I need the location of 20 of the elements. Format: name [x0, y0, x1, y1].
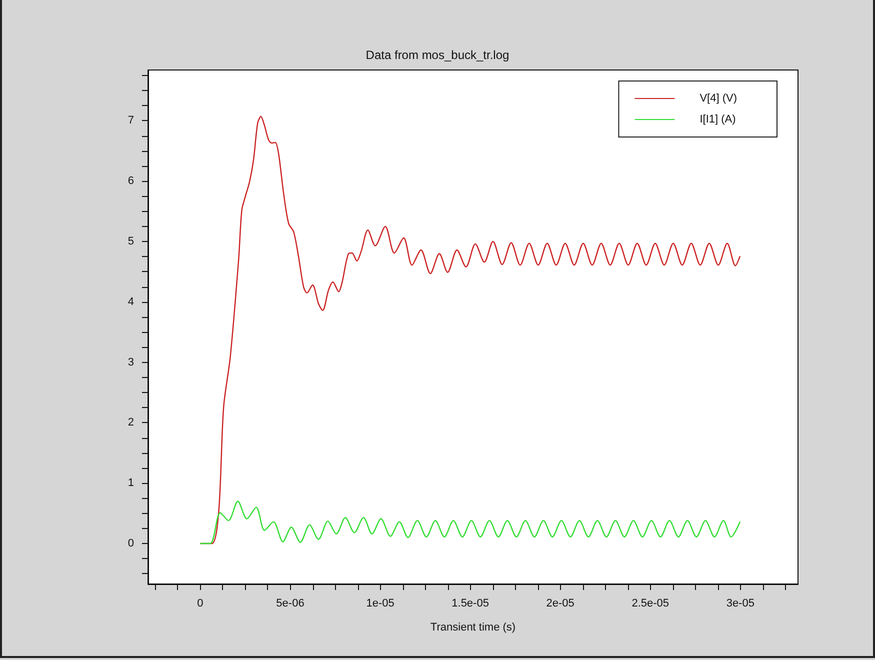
- y-tick-label: 4: [128, 296, 134, 308]
- y-tick-label: 0: [128, 538, 134, 550]
- x-tick-label: 1.5e-05: [452, 598, 489, 610]
- y-tick-label: 2: [128, 416, 134, 429]
- y-tick-label: 5: [128, 236, 134, 248]
- y-tick-label: 3: [128, 356, 134, 368]
- x-tick-label: 2.5e-05: [632, 598, 670, 610]
- x-tick-label: 5e-06: [276, 598, 304, 610]
- x-tick-label: 1e-05: [366, 598, 394, 610]
- legend-label: I[I1] (A): [700, 114, 736, 126]
- y-tick-label: 7: [128, 114, 134, 127]
- x-axis-title: Transient time (s): [430, 622, 516, 634]
- x-tick-label: 0: [197, 598, 204, 610]
- x-tick-label: 3e-05: [726, 598, 754, 610]
- legend-label: V[4] (V): [700, 92, 738, 104]
- y-tick-label: 6: [128, 175, 134, 188]
- line-series: [200, 500, 741, 544]
- y-tick-label: 1: [128, 477, 134, 490]
- chart-title: Data from mos_buck_tr.log: [366, 48, 510, 62]
- x-tick-label: 2e-05: [546, 598, 574, 610]
